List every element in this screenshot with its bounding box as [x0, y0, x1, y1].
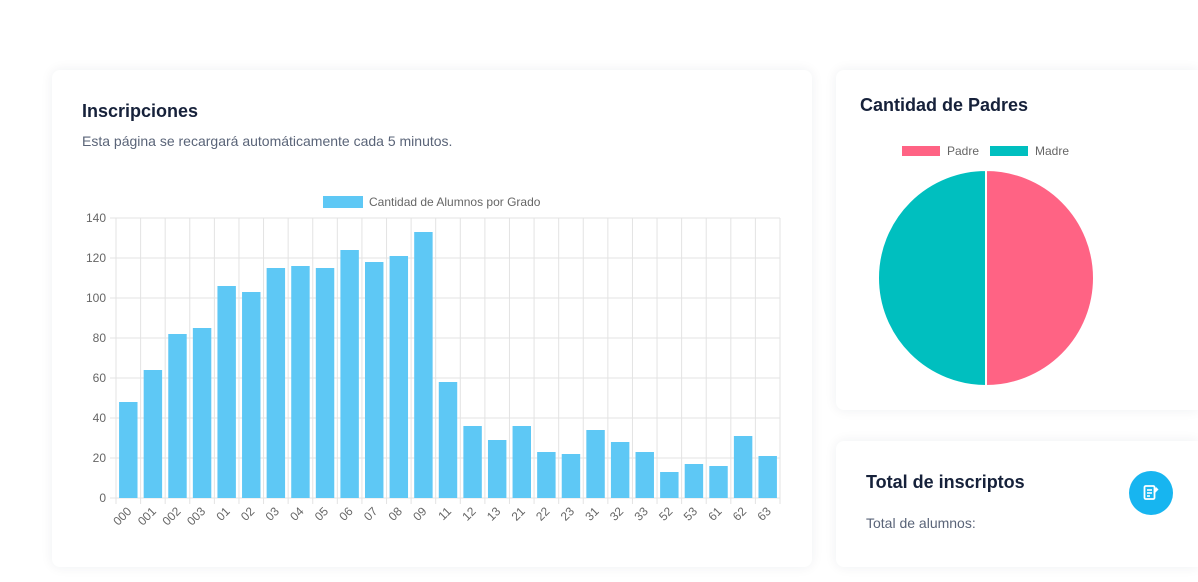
bar-22[interactable] [537, 452, 556, 498]
bar-chart: 0 20 40 60 80 100 120 140 000 001 002 003 01 02 03 04 05… [86, 195, 781, 528]
y-tick-label: 20 [93, 451, 107, 465]
y-tick-label: 120 [86, 251, 106, 265]
document-edit-icon [1143, 485, 1159, 500]
y-tick-label: 140 [86, 211, 106, 225]
x-tick-label: 61 [705, 504, 725, 524]
x-tick-label: 12 [459, 504, 479, 524]
x-tick-label: 53 [681, 504, 701, 524]
bar-08[interactable] [389, 256, 409, 498]
total-title: Total de inscriptos [866, 472, 1025, 492]
x-tick-label: 62 [730, 504, 750, 524]
legend-swatch [990, 146, 1028, 156]
x-tick-label: 63 [754, 504, 774, 524]
bar-21[interactable] [512, 426, 531, 498]
inscripciones-card: Inscripciones Esta página se recargará a… [52, 70, 812, 567]
x-tick-label: 22 [533, 504, 553, 524]
bar-003[interactable] [192, 328, 212, 498]
y-tick-label: 0 [99, 491, 106, 505]
bar-12[interactable] [463, 426, 482, 498]
x-tick-label: 21 [509, 504, 529, 524]
bar-03[interactable] [266, 268, 286, 498]
bar-02[interactable] [242, 292, 261, 498]
x-tick-label: 01 [213, 504, 233, 524]
y-tick-label: 100 [86, 291, 106, 305]
x-tick-label: 04 [287, 504, 307, 524]
legend-swatch [323, 196, 363, 208]
bar-31[interactable] [586, 430, 605, 498]
inscripciones-title: Inscripciones [82, 101, 199, 121]
legend-label: Madre [1035, 144, 1069, 158]
bar-001[interactable] [143, 370, 163, 498]
bar-07[interactable] [365, 262, 384, 498]
legend-swatch [902, 146, 940, 156]
x-tick-label: 002 [160, 504, 184, 528]
x-tick-label: 003 [184, 504, 208, 528]
x-tick-label: 08 [386, 504, 406, 524]
bar-13[interactable] [487, 440, 507, 498]
x-tick-label: 07 [361, 504, 381, 524]
y-tick-label: 80 [93, 331, 107, 345]
x-tick-label: 03 [263, 504, 283, 524]
bar-52[interactable] [660, 472, 679, 498]
x-tick-label: 09 [410, 504, 430, 524]
pie-slice-padre[interactable] [985, 168, 1095, 388]
x-tick-label: 05 [312, 504, 332, 524]
x-tick-label: 000 [110, 504, 134, 528]
pie-chart: Padre Madre [877, 144, 1095, 388]
bar-33[interactable] [635, 452, 654, 498]
legend-label: Cantidad de Alumnos por Grado [369, 195, 541, 209]
total-action-button[interactable] [1129, 471, 1173, 515]
bar-32[interactable] [610, 442, 630, 498]
bar-53[interactable] [684, 464, 704, 498]
bar-62[interactable] [733, 436, 753, 498]
x-tick-label: 32 [607, 504, 627, 524]
bar-11[interactable] [438, 382, 458, 498]
pie-legend-madre[interactable]: Madre [990, 144, 1069, 158]
bar-61[interactable] [709, 466, 728, 498]
bar-06[interactable] [340, 250, 359, 498]
x-tick-label: 001 [135, 504, 159, 528]
bar-000[interactable] [119, 402, 138, 498]
total-label: Total de alumnos: [866, 515, 976, 531]
padres-card: Cantidad de Padres Padre Madre [836, 70, 1198, 410]
y-tick-label: 60 [93, 371, 107, 385]
bar-002[interactable] [168, 334, 187, 498]
bar-05[interactable] [315, 268, 335, 498]
x-tick-label: 52 [656, 504, 676, 524]
pie-slice-madre[interactable] [877, 168, 987, 388]
bar-09[interactable] [414, 232, 433, 498]
total-card: Total de inscriptos Total de alumnos: [836, 441, 1198, 567]
x-tick-label: 31 [582, 504, 602, 524]
reload-notice: Esta página se recargará automáticamente… [82, 133, 453, 149]
pie-legend-padre[interactable]: Padre [902, 144, 979, 158]
bar-legend[interactable]: Cantidad de Alumnos por Grado [323, 195, 541, 209]
padres-title: Cantidad de Padres [860, 95, 1029, 115]
legend-label: Padre [947, 144, 979, 158]
x-tick-label: 11 [435, 504, 454, 523]
x-tick-label: 13 [484, 504, 504, 524]
x-tick-label: 02 [238, 504, 258, 524]
y-tick-label: 40 [93, 411, 107, 425]
x-tick-label: 06 [336, 504, 356, 524]
bar-23[interactable] [561, 454, 581, 498]
x-tick-label: 33 [632, 504, 652, 524]
bar-01[interactable] [217, 286, 236, 498]
x-tick-label: 23 [558, 504, 578, 524]
bar-63[interactable] [758, 456, 777, 498]
bar-04[interactable] [291, 266, 310, 498]
